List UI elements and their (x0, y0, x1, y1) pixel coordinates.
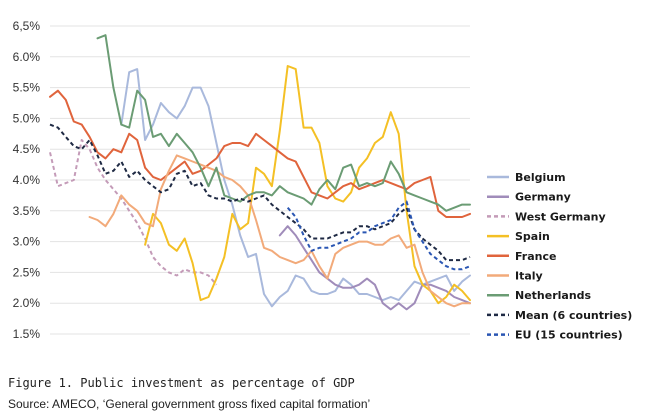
y-axis-tick-labels: 1.5% 2.0% 2.5% 3.0% 3.5% 4.0% 4.5% 5.0% 5.5% 6.0%… (13, 19, 41, 341)
y-tick-label: 3.5% (13, 204, 41, 218)
series-line-spain (144, 65, 471, 305)
y-tick-label: 5.5% (13, 81, 41, 95)
series-lines (49, 34, 471, 311)
series-line-netherlands (96, 34, 471, 212)
figure-caption: Figure 1. Public investment as percentag… (8, 376, 355, 390)
series-line-west-germany (49, 139, 218, 286)
legend-label-germany: Germany (515, 191, 571, 204)
series-line-france (49, 89, 471, 218)
legend: Belgium Germany West Germany Spain France Ita… (487, 171, 632, 342)
y-tick-label: 4.5% (13, 142, 41, 156)
legend-label-west-germany: West Germany (515, 210, 606, 223)
y-tick-label: 3.0% (13, 235, 41, 249)
series-line-italy (88, 154, 471, 308)
legend-label-eu-15-countries: EU (15 countries) (515, 329, 623, 342)
y-tick-label: 4.0% (13, 173, 41, 187)
series-line-germany (278, 225, 471, 311)
y-tick-label: 6.0% (13, 50, 41, 64)
legend-label-spain: Spain (515, 230, 550, 243)
legend-label-mean-6-countries: Mean (6 countries) (515, 309, 632, 322)
legend-label-france: France (515, 250, 556, 263)
series-line-eu-15-countries (286, 200, 471, 271)
y-tick-label: 1.5% (13, 327, 41, 341)
line-chart: 1.5% 2.0% 2.5% 3.0% 3.5% 4.0% 4.5% 5.0% 5.5% 6.0%… (13, 19, 633, 342)
series-line-belgium (120, 68, 471, 308)
legend-label-netherlands: Netherlands (515, 289, 592, 302)
y-tick-label: 6,5% (13, 19, 41, 33)
y-tick-label: 2.5% (13, 265, 41, 279)
legend-label-belgium: Belgium (515, 171, 566, 184)
y-tick-label: 5.0% (13, 111, 41, 125)
y-tick-label: 2.0% (13, 296, 41, 310)
legend-label-italy: Italy (515, 270, 543, 283)
gridlines (50, 25, 470, 335)
source-note: Source: AMECO, ‘General government gross… (8, 397, 371, 411)
